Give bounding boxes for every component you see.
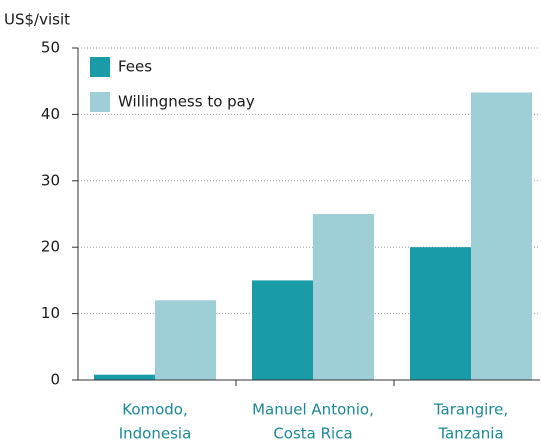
x-tick-label: Manuel Antonio, (252, 401, 374, 419)
y-tick-label: 30 (41, 171, 60, 189)
y-axis-label: US$/visit (4, 11, 70, 29)
y-tick-label: 20 (41, 238, 60, 256)
x-tick-label: Indonesia (119, 425, 192, 440)
x-tick-label: Komodo, (122, 401, 188, 419)
y-tick-label: 40 (41, 105, 60, 123)
x-tick-label: Tanzania (437, 425, 503, 440)
bar (94, 374, 155, 380)
y-tick-label: 0 (50, 371, 60, 389)
x-tick-label: Costa Rica (273, 425, 352, 440)
bar (313, 214, 374, 380)
legend-swatch (90, 92, 110, 112)
bar (471, 92, 532, 380)
y-tick-label: 10 (41, 304, 60, 322)
x-tick-label: Tarangire, (433, 401, 508, 419)
y-tick-label: 50 (41, 39, 60, 57)
legend-label: Fees (118, 58, 152, 76)
legend-label: Willingness to pay (118, 93, 255, 111)
bar (410, 247, 471, 380)
bar (155, 300, 216, 380)
bar (252, 280, 313, 380)
legend-swatch (90, 57, 110, 77)
